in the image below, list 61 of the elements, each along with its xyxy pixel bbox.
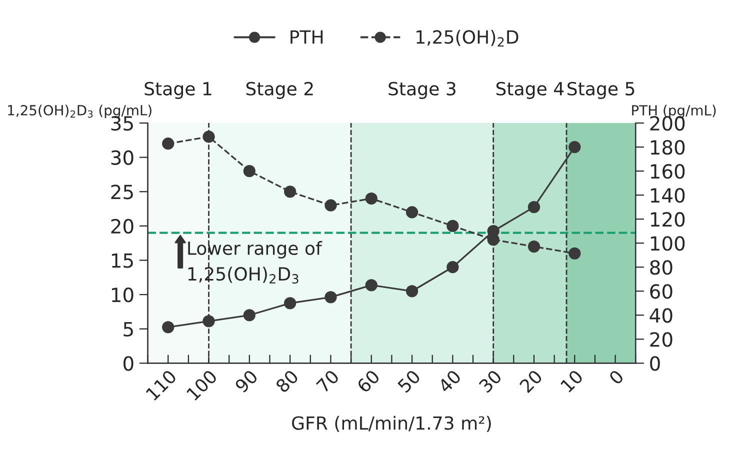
x-tick-label: 40 — [437, 369, 462, 394]
y2-tick-label: 140 — [650, 188, 685, 203]
band-label: Stage 4 — [496, 82, 564, 100]
band-label: Stage 3 — [388, 82, 456, 100]
point — [324, 199, 337, 212]
x-tick-label: 110 — [145, 369, 178, 401]
x-tick-label: 80 — [274, 369, 300, 394]
y2-tick-label: 200 — [650, 116, 685, 131]
point — [202, 315, 215, 328]
y-tick-label: 30 — [111, 150, 134, 166]
point — [406, 206, 418, 218]
band-label: Stage 2 — [246, 82, 313, 100]
point — [528, 201, 540, 214]
point — [365, 192, 378, 205]
y-tick-label: 0 — [124, 356, 134, 371]
y-tick-label: 10 — [112, 288, 134, 302]
y2-tick-label: 40 — [650, 308, 672, 323]
annotation: Lower range of 1,25(OH)$_{2}$D$_{3}$ — [188, 241, 322, 284]
x-tick-label: 0 — [608, 369, 624, 386]
y2-tick-label: 20 — [650, 332, 672, 347]
x-axis-title: GFR (mL/min/1.73 m²) — [292, 416, 491, 432]
x-tick-label: 60 — [356, 369, 380, 394]
y-axis-title: 1,25(OH)$_{2}$D$_{3}$ (pg/mL) — [8, 104, 152, 118]
y2-tick-label: 120 — [650, 212, 685, 227]
y2-tick-label: 80 — [650, 260, 672, 275]
x-tick-label: 100 — [186, 369, 218, 401]
point — [162, 138, 174, 150]
x-tick-label: 90 — [234, 369, 258, 394]
y2-tick-label: 0 — [650, 356, 660, 371]
point — [568, 247, 581, 260]
y2-tick-label: 160 — [650, 164, 685, 179]
point — [162, 321, 174, 334]
y-tick-label: 35 — [111, 116, 133, 131]
y-tick-label: 25 — [111, 184, 133, 200]
point — [406, 285, 418, 298]
band-label: Stage 1 — [144, 82, 212, 100]
x-tick-label: 70 — [316, 369, 340, 394]
point — [446, 261, 459, 274]
legend-label: PTH — [290, 30, 323, 44]
y-tick-label: 15 — [112, 253, 133, 268]
point — [284, 297, 296, 310]
y2-tick-label: 180 — [650, 140, 685, 155]
x-tick-label: 10 — [560, 369, 584, 393]
point — [284, 186, 296, 198]
y-tick-label: 20 — [111, 218, 134, 234]
legend-label: 1,25(OH)$_{2}$D — [416, 30, 518, 47]
point — [446, 220, 459, 232]
point — [365, 279, 378, 292]
x-tick-label: 30 — [478, 369, 502, 394]
x-tick-label: 50 — [396, 369, 422, 394]
point — [243, 164, 256, 178]
point — [202, 130, 215, 143]
y2-tick-label: 60 — [650, 284, 672, 299]
x-tick-label: 20 — [518, 369, 544, 394]
point — [568, 140, 581, 154]
band-label: Stage 5 — [568, 82, 634, 100]
point — [243, 309, 256, 322]
y-tick-label: 5 — [124, 322, 133, 337]
point — [528, 240, 540, 253]
point — [324, 291, 337, 304]
y2-tick-label: 100 — [650, 236, 685, 251]
